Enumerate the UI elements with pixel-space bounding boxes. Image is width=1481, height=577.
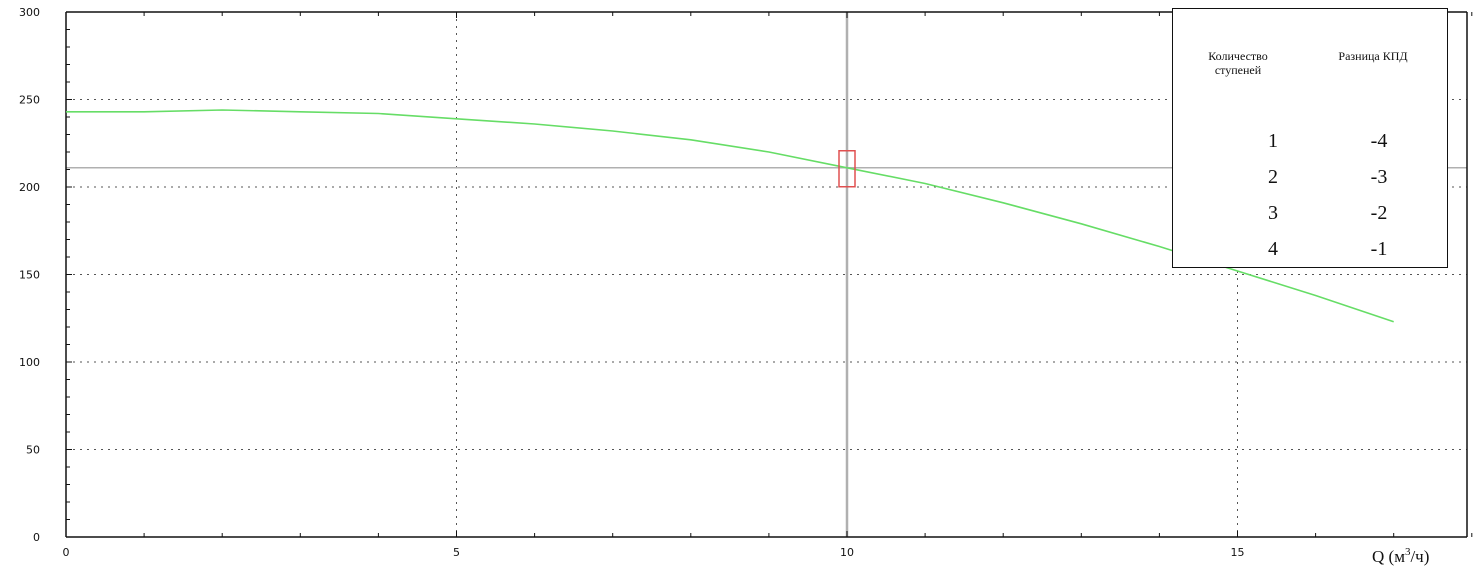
- table-cell: -3: [1370, 166, 1388, 188]
- y-tick-label: 300: [19, 6, 40, 19]
- y-tick-label: 200: [19, 181, 40, 194]
- table-header-stages: Количество ступеней: [1208, 49, 1268, 77]
- x-tick-label: 0: [63, 546, 70, 559]
- table-cell: -4: [1370, 130, 1388, 152]
- y-tick-label: 100: [19, 356, 40, 369]
- table-cell: -2: [1370, 202, 1388, 224]
- x-tick-label: 15: [1231, 546, 1245, 559]
- operating-point-layer: [838, 150, 856, 188]
- table-cell: 1: [1268, 130, 1278, 152]
- table-header-efficiency-diff: Разница КПД: [1338, 49, 1408, 63]
- y-tick-label: 0: [33, 531, 40, 544]
- table-cell: -1: [1370, 238, 1388, 260]
- axis-ticks: [65, 11, 1473, 538]
- x-tick-label: 5: [453, 546, 460, 559]
- y-tick-label: 250: [19, 94, 40, 107]
- y-tick-label: 50: [26, 444, 40, 457]
- operating-point-marker: [838, 150, 856, 188]
- table-cell: 3: [1268, 202, 1278, 224]
- x-tick-label: 10: [840, 546, 854, 559]
- table-cell: 4: [1268, 238, 1278, 260]
- stages-efficiency-table: Количество ступеней Разница КПД 1 -4 2 -…: [1172, 8, 1448, 268]
- y-tick-label: 150: [19, 269, 40, 282]
- table-cell: 2: [1268, 166, 1278, 188]
- x-axis-label: Q (м3/ч): [1372, 546, 1429, 566]
